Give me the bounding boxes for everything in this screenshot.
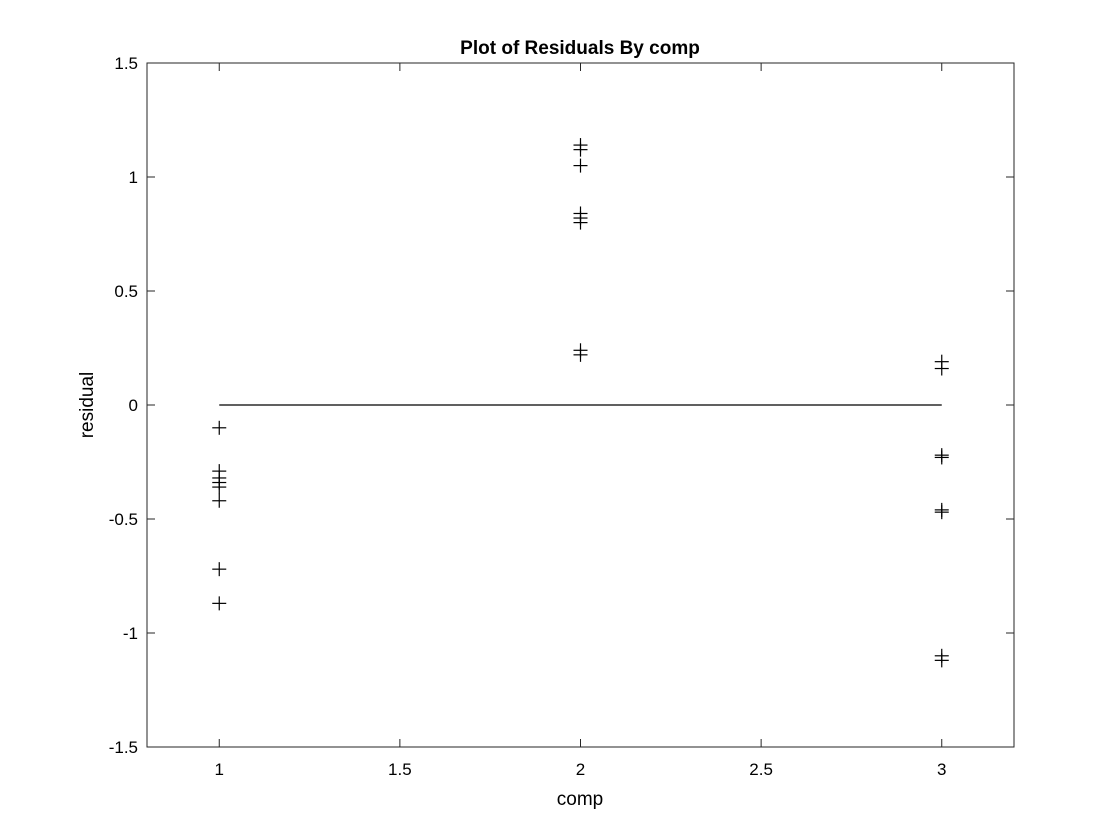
residual-point xyxy=(573,142,588,157)
y-tick-label: -1 xyxy=(123,624,138,643)
x-tick-label: 2 xyxy=(576,760,585,779)
y-axis-label: residual xyxy=(77,372,98,439)
residual-point xyxy=(212,562,227,577)
plot-area: 1 1.5 2 2.5 3 1.5 1 0.5 0 -0.5 -1 -1.5 xyxy=(109,54,1015,779)
x-tick-label: 2.5 xyxy=(749,760,773,779)
x-tick-label: 1.5 xyxy=(388,760,412,779)
chart-title: Plot of Residuals By comp xyxy=(460,38,700,59)
residual-point xyxy=(934,450,949,465)
residual-point xyxy=(573,347,588,362)
y-tick-label: -0.5 xyxy=(109,510,138,529)
x-tick-label: 3 xyxy=(937,760,946,779)
residual-point xyxy=(212,596,227,611)
residual-point xyxy=(573,215,588,230)
residual-point xyxy=(212,493,227,508)
x-tick-label: 1 xyxy=(215,760,224,779)
residual-point xyxy=(934,361,949,376)
residual-point xyxy=(573,158,588,173)
y-tick-label: 0 xyxy=(129,396,138,415)
residual-point xyxy=(934,505,949,520)
residual-point xyxy=(934,653,949,668)
residual-point xyxy=(212,480,227,495)
y-tick-label: 1.5 xyxy=(114,54,138,73)
y-tick-label: -1.5 xyxy=(109,738,138,757)
x-axis-label: comp xyxy=(557,789,603,810)
y-tick-label: 1 xyxy=(129,168,138,187)
residual-point xyxy=(212,420,227,435)
y-tick-label: 0.5 xyxy=(114,282,138,301)
